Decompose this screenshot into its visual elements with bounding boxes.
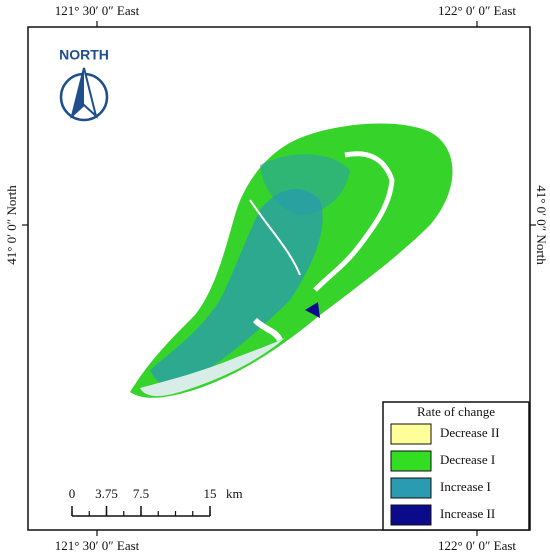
- north-label: NORTH: [59, 47, 109, 63]
- scale-label: 7.5: [133, 486, 149, 501]
- legend-label: Increase I: [440, 479, 491, 494]
- legend-label: Decrease II: [440, 425, 500, 440]
- graticule-label: 122° 0′ 0″ East: [438, 3, 516, 18]
- scale-label: 0: [69, 486, 76, 501]
- scale-label: 15: [204, 486, 217, 501]
- graticule-label: 41° 0′ 0″ North: [534, 185, 549, 265]
- legend-label: Decrease I: [440, 452, 495, 467]
- study-area: [130, 123, 453, 398]
- legend-items: Decrease II Decrease I Increase I Increase …: [390, 423, 500, 526]
- north-arrow: [59, 67, 109, 122]
- scale-label: 3.75: [95, 486, 118, 501]
- scale-bar: 0 3.75 7.5 15 km: [69, 486, 243, 517]
- legend-swatch: [390, 477, 432, 499]
- legend-title: Rate of change: [417, 404, 495, 419]
- graticule-label: 122° 0′ 0″ East: [438, 538, 516, 553]
- graticule-label: 121° 30′ 0″ East: [55, 3, 140, 18]
- legend-swatch: [390, 450, 432, 472]
- scale-unit: km: [226, 486, 243, 501]
- graticule-ticks: [22, 21, 536, 536]
- graticule-label: 41° 0′ 0″ North: [4, 185, 19, 265]
- legend-label: Increase II: [440, 506, 495, 521]
- graticule-label: 121° 30′ 0″ East: [55, 538, 140, 553]
- legend-swatch: [390, 504, 432, 526]
- legend-swatch: [390, 423, 432, 445]
